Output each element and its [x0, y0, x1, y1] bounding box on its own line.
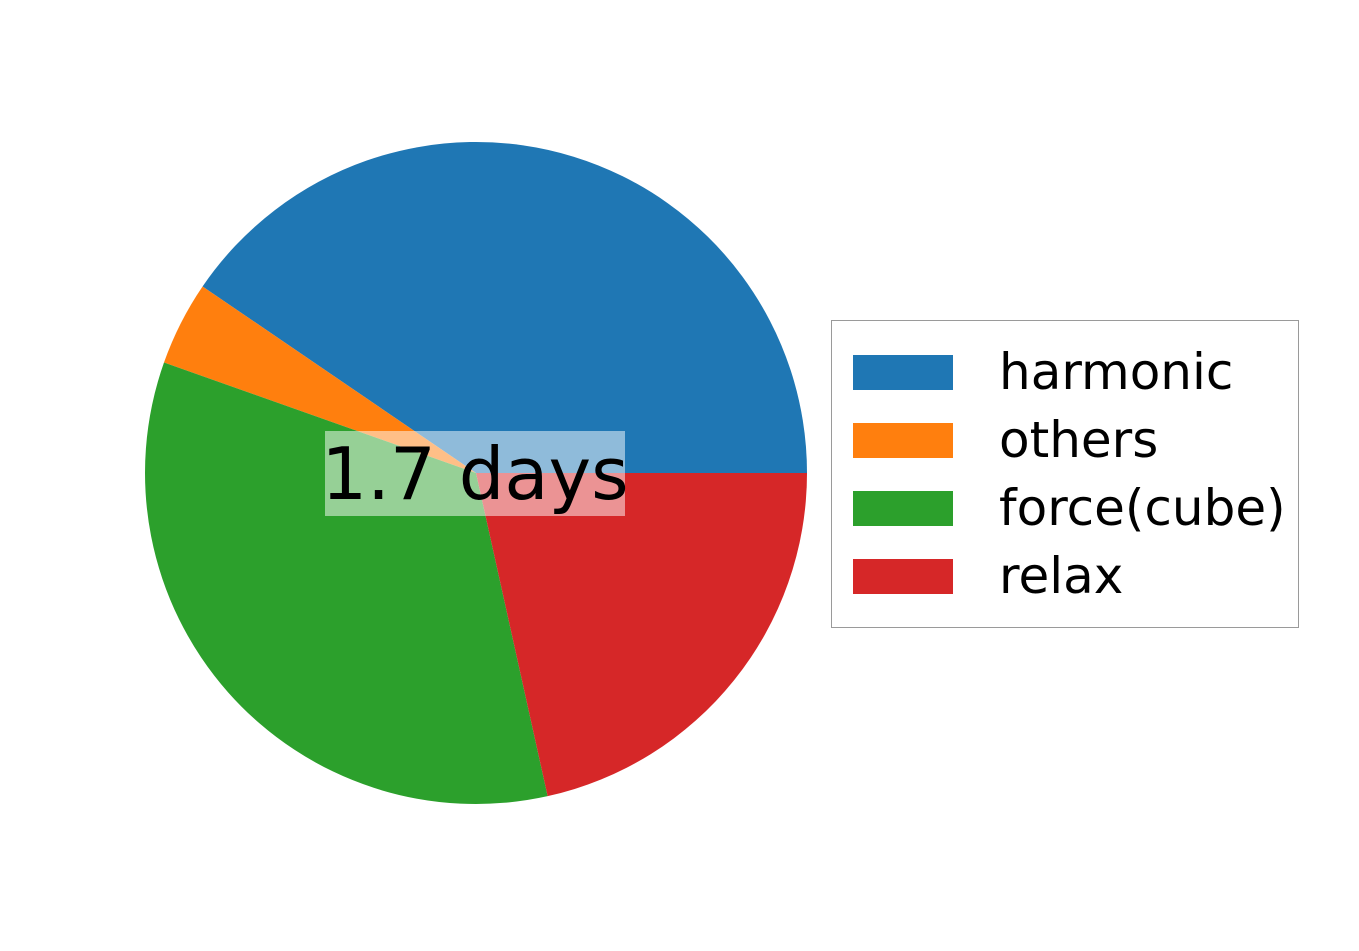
legend-item-others[interactable]: others	[853, 406, 1279, 474]
legend-items: harmonic others force(cube) relax	[853, 338, 1286, 610]
legend-swatch-icon	[853, 490, 953, 526]
legend-item-label: others	[999, 411, 1159, 469]
pie-slice-others[interactable]	[163, 286, 477, 473]
pie-slice-relax[interactable]	[476, 473, 807, 797]
legend-box: harmonic others force(cube) relax	[831, 320, 1299, 628]
legend-swatch-icon	[853, 354, 953, 390]
center-annotation-box: 1.7 days	[321, 431, 629, 516]
legend-item-relax[interactable]: relax	[853, 542, 1279, 610]
legend-swatch-icon	[853, 558, 953, 594]
legend-item-label: harmonic	[999, 343, 1234, 401]
legend-item-label: relax	[999, 547, 1124, 605]
legend-swatch-icon	[853, 422, 953, 458]
legend-item-harmonic[interactable]: harmonic	[853, 338, 1279, 406]
legend-item-label: force(cube)	[999, 479, 1286, 537]
legend-item-force-cube-[interactable]: force(cube)	[853, 474, 1286, 542]
pie-slice-harmonic[interactable]	[202, 141, 807, 474]
center-annotation-text: 1.7 days	[321, 431, 629, 516]
